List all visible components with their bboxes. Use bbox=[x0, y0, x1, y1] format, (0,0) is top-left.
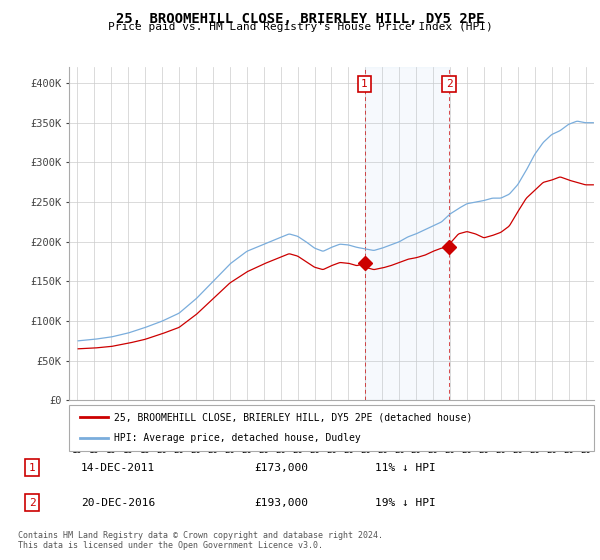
Text: 2: 2 bbox=[29, 497, 35, 507]
Text: 05: 05 bbox=[241, 433, 252, 443]
Text: 16: 16 bbox=[428, 433, 439, 443]
Text: 10: 10 bbox=[326, 433, 337, 443]
Text: 20: 20 bbox=[157, 446, 167, 455]
Text: 19: 19 bbox=[106, 446, 117, 455]
Text: 23: 23 bbox=[546, 433, 557, 443]
Text: 20-DEC-2016: 20-DEC-2016 bbox=[81, 497, 155, 507]
Text: 18: 18 bbox=[461, 433, 472, 443]
Text: 07: 07 bbox=[275, 433, 286, 443]
Text: 22: 22 bbox=[529, 433, 540, 443]
Text: HPI: Average price, detached house, Dudley: HPI: Average price, detached house, Dudl… bbox=[113, 433, 361, 444]
Text: 20: 20 bbox=[580, 446, 591, 455]
Text: 25, BROOMEHILL CLOSE, BRIERLEY HILL, DY5 2PE (detached house): 25, BROOMEHILL CLOSE, BRIERLEY HILL, DY5… bbox=[113, 412, 472, 422]
Text: 97: 97 bbox=[106, 433, 117, 443]
Text: 20: 20 bbox=[496, 446, 506, 455]
Text: 20: 20 bbox=[326, 446, 337, 455]
Text: 06: 06 bbox=[259, 433, 269, 443]
Text: 25: 25 bbox=[580, 433, 591, 443]
Text: 25, BROOMEHILL CLOSE, BRIERLEY HILL, DY5 2PE: 25, BROOMEHILL CLOSE, BRIERLEY HILL, DY5… bbox=[116, 12, 484, 26]
Text: 20: 20 bbox=[191, 446, 202, 455]
Text: 08: 08 bbox=[292, 433, 303, 443]
Text: 14-DEC-2011: 14-DEC-2011 bbox=[81, 463, 155, 473]
Text: 20: 20 bbox=[275, 446, 286, 455]
Text: 96: 96 bbox=[89, 433, 100, 443]
Text: 20: 20 bbox=[563, 446, 574, 455]
Text: 20: 20 bbox=[411, 446, 422, 455]
Text: 20: 20 bbox=[428, 446, 439, 455]
Text: 19: 19 bbox=[123, 446, 134, 455]
Text: 09: 09 bbox=[309, 433, 320, 443]
Text: 20: 20 bbox=[377, 446, 388, 455]
Text: 20: 20 bbox=[512, 446, 523, 455]
Text: 04: 04 bbox=[224, 433, 235, 443]
Text: 99: 99 bbox=[140, 433, 151, 443]
Text: 20: 20 bbox=[496, 433, 506, 443]
Text: 19: 19 bbox=[72, 446, 83, 455]
Text: This data is licensed under the Open Government Licence v3.0.: This data is licensed under the Open Gov… bbox=[18, 541, 323, 550]
Text: 20: 20 bbox=[259, 446, 269, 455]
Text: 19% ↓ HPI: 19% ↓ HPI bbox=[375, 497, 436, 507]
Text: 20: 20 bbox=[343, 446, 354, 455]
Text: 11: 11 bbox=[343, 433, 354, 443]
Text: 20: 20 bbox=[461, 446, 472, 455]
Text: 14: 14 bbox=[394, 433, 404, 443]
Text: 21: 21 bbox=[512, 433, 523, 443]
Text: 03: 03 bbox=[208, 433, 218, 443]
Text: 95: 95 bbox=[72, 433, 83, 443]
Text: 20: 20 bbox=[479, 446, 489, 455]
Text: 19: 19 bbox=[479, 433, 489, 443]
Text: 1: 1 bbox=[29, 463, 35, 473]
Text: 20: 20 bbox=[360, 446, 371, 455]
Text: 2: 2 bbox=[446, 79, 452, 89]
Text: 02: 02 bbox=[191, 433, 202, 443]
Text: 1: 1 bbox=[361, 79, 368, 89]
Text: 17: 17 bbox=[445, 433, 455, 443]
Bar bbox=[365, 67, 449, 400]
Text: 98: 98 bbox=[123, 433, 134, 443]
Text: 15: 15 bbox=[411, 433, 422, 443]
Text: 00: 00 bbox=[157, 433, 167, 443]
Text: £193,000: £193,000 bbox=[254, 497, 308, 507]
Text: 20: 20 bbox=[529, 446, 540, 455]
Text: 12: 12 bbox=[360, 433, 371, 443]
Text: 20: 20 bbox=[394, 446, 404, 455]
Text: 20: 20 bbox=[241, 446, 252, 455]
Text: 20: 20 bbox=[546, 446, 557, 455]
Text: 11% ↓ HPI: 11% ↓ HPI bbox=[375, 463, 436, 473]
Text: 20: 20 bbox=[309, 446, 320, 455]
Text: 24: 24 bbox=[563, 433, 574, 443]
Text: 20: 20 bbox=[445, 446, 455, 455]
Text: 01: 01 bbox=[174, 433, 184, 443]
FancyBboxPatch shape bbox=[69, 405, 594, 451]
Text: 20: 20 bbox=[224, 446, 235, 455]
Text: Contains HM Land Registry data © Crown copyright and database right 2024.: Contains HM Land Registry data © Crown c… bbox=[18, 531, 383, 540]
Text: £173,000: £173,000 bbox=[254, 463, 308, 473]
Text: 19: 19 bbox=[89, 446, 100, 455]
Text: 13: 13 bbox=[377, 433, 388, 443]
Text: 19: 19 bbox=[140, 446, 151, 455]
Text: 20: 20 bbox=[292, 446, 303, 455]
Text: Price paid vs. HM Land Registry's House Price Index (HPI): Price paid vs. HM Land Registry's House … bbox=[107, 22, 493, 32]
Text: 20: 20 bbox=[174, 446, 184, 455]
Text: 20: 20 bbox=[208, 446, 218, 455]
